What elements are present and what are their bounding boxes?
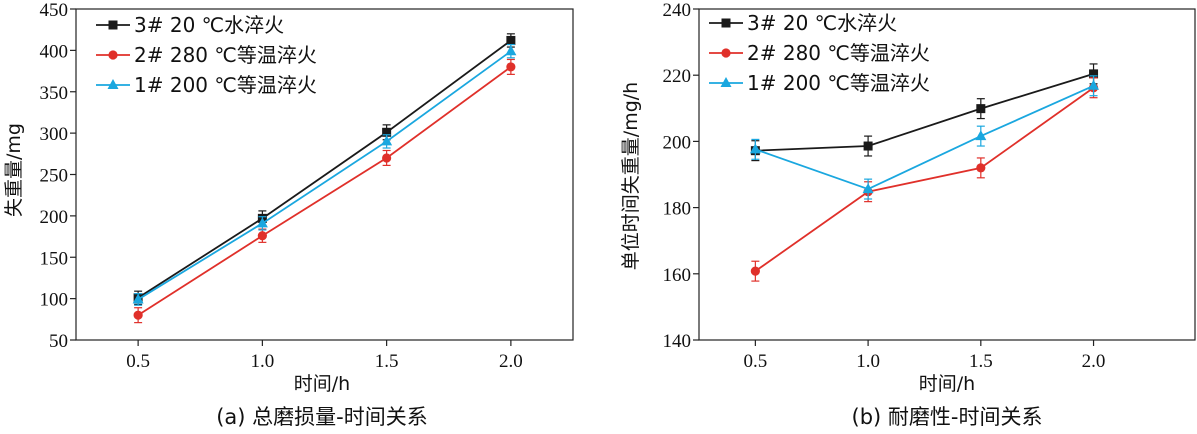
panel-a-y-tick-label: 150 <box>40 248 69 269</box>
panel-a-data-point <box>132 293 144 304</box>
panel-b-x-tick-label: 2.0 <box>1082 351 1106 372</box>
panel-a-data-point <box>256 217 268 228</box>
panel-a-series-line <box>137 50 512 301</box>
panel-a-caption: (a) 总磨损量-时间关系 <box>216 405 428 429</box>
panel-a-x-axis-label: 时间/h <box>294 373 350 395</box>
panel-a-x-tick-label: 0.5 <box>126 351 150 372</box>
panel-a-data-point <box>382 153 392 163</box>
panel-a-x-tick-label: 2.0 <box>499 351 523 372</box>
panel-b-y-tick-label: 140 <box>663 331 692 352</box>
panel-b-legend-label: 1# 200 ℃等温淬火 <box>747 71 930 95</box>
panel-a-legend-label: 1# 200 ℃等温淬火 <box>134 73 317 97</box>
panel-b-data-point <box>1089 69 1099 79</box>
panel-b-caption: (b) 耐磨性-时间关系 <box>852 405 1043 429</box>
panel-a-data-point <box>505 45 517 56</box>
panel-a-y-tick-label: 100 <box>40 290 69 311</box>
panel-b-y-tick-label: 220 <box>663 66 692 87</box>
panel-b-x-tick-label: 1.0 <box>856 351 880 372</box>
panel-b-data-point <box>975 130 987 141</box>
panel-a-legend-swatch-marker <box>108 20 118 30</box>
panel-b-legend-label: 3# 20 ℃水淬火 <box>747 11 897 35</box>
panel-a-total-wear-chart: 失重量/mg 时间/h (a) 总磨损量-时间关系 50 100 150 200 250… <box>3 0 574 429</box>
panel-a-y-tick-label: 350 <box>40 83 69 104</box>
panel-b-series-line <box>754 87 1095 272</box>
panel-a-legend-label: 2# 280 ℃等温淬火 <box>134 43 317 67</box>
panel-b-series-line <box>755 84 1094 191</box>
panel-b-y-tick-label: 240 <box>663 0 692 21</box>
panel-b-x-tick-label: 1.5 <box>969 351 993 372</box>
panel-a-y-tick-label: 450 <box>40 0 69 21</box>
panel-a-y-tick-label: 400 <box>40 41 69 62</box>
panel-a-legend-swatch-marker <box>107 79 119 89</box>
panel-b-data-point <box>976 163 986 173</box>
panel-b-data-point <box>1088 79 1100 90</box>
panel-a-data-point <box>257 231 267 241</box>
panel-b-x-axis-label: 时间/h <box>919 373 975 395</box>
panel-a-data-point <box>381 135 393 146</box>
panel-a-legend-swatch-marker <box>108 50 118 60</box>
panel-b-plot-frame <box>698 8 1196 341</box>
panel-a-y-tick-label: 200 <box>40 207 69 228</box>
panel-a-y-tick-label: 50 <box>49 331 68 352</box>
panel-b-legend-swatch-marker <box>721 48 731 58</box>
panel-a-data-point <box>506 35 516 45</box>
panel-a-data-point <box>133 310 143 320</box>
panel-b-x-tick-label: 0.5 <box>743 351 767 372</box>
panel-a-data-point <box>382 127 392 137</box>
panel-b-y-tick-label: 160 <box>663 265 692 286</box>
panel-a-y-tick-label: 250 <box>40 166 69 187</box>
panel-b-legend-swatch-marker <box>720 77 732 87</box>
panel-a-x-tick-label: 1.0 <box>251 351 275 372</box>
panel-b-legend-swatch-marker <box>721 18 731 28</box>
panel-b-data-point <box>750 266 760 276</box>
panel-a-series-line <box>137 66 512 316</box>
panel-a-series-line <box>137 39 512 299</box>
panel-b-data-point <box>862 183 874 194</box>
panel-b-y-tick-label: 200 <box>663 132 692 153</box>
panel-b-legend-label: 2# 280 ℃等温淬火 <box>747 41 930 65</box>
panel-b-series-line <box>755 73 1094 152</box>
panel-b-y-tick-label: 180 <box>663 199 692 220</box>
panel-b-data-point <box>863 141 873 151</box>
panel-a-legend-label: 3# 20 ℃水淬火 <box>134 13 284 37</box>
panel-b-y-axis-label: 单位时间失重量/mg/h <box>620 82 642 270</box>
panel-a-x-tick-label: 1.5 <box>375 351 399 372</box>
panel-b-data-point <box>749 143 761 154</box>
panel-a-y-tick-label: 300 <box>40 124 69 145</box>
panel-a-y-axis-label: 失重量/mg <box>3 123 25 217</box>
panel-a-data-point <box>506 62 516 72</box>
panel-b-data-point <box>976 104 986 114</box>
panel-b-wear-resistance-chart: 单位时间失重量/mg/h 时间/h (b) 耐磨性-时间关系 140 160 180… <box>620 0 1196 429</box>
